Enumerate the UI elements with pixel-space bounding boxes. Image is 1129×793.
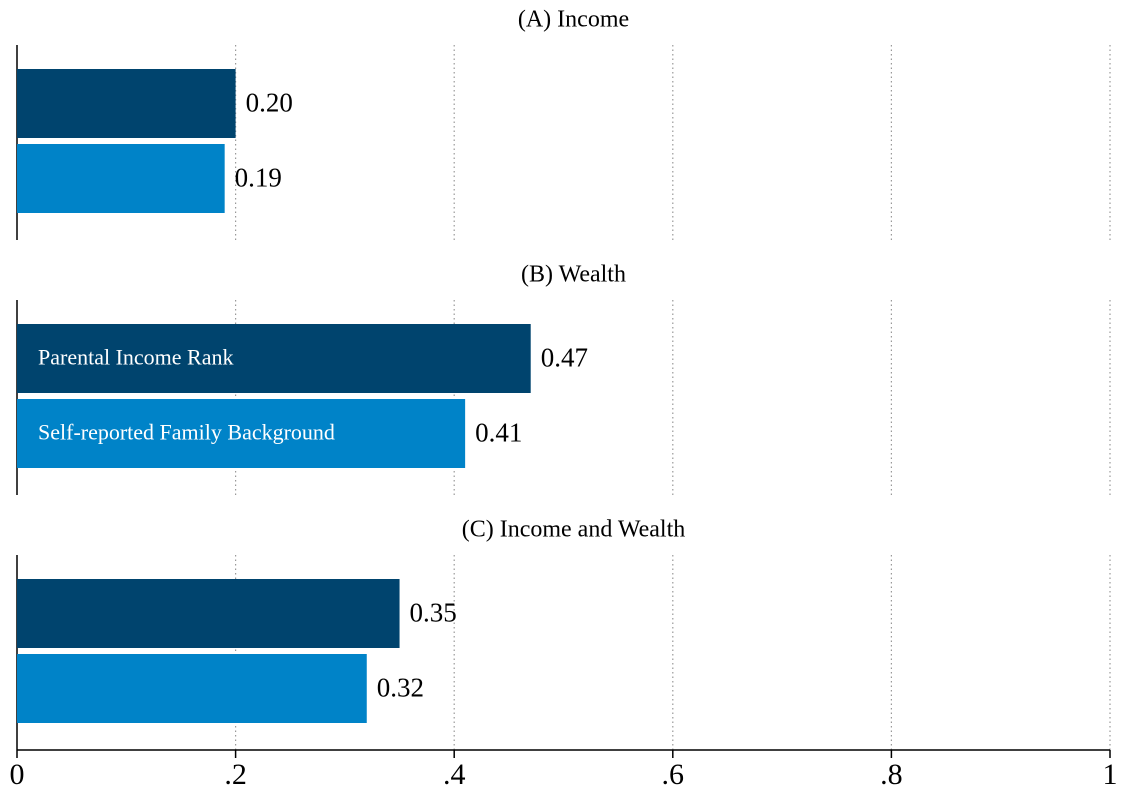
value-label: 0.19 bbox=[235, 163, 282, 193]
x-tick-label: .4 bbox=[443, 758, 466, 791]
x-tick-label: 1 bbox=[1103, 758, 1118, 791]
panel-title: (B) Wealth bbox=[521, 262, 626, 288]
bar bbox=[17, 399, 466, 468]
bar bbox=[17, 654, 367, 723]
bar bbox=[17, 69, 236, 138]
x-tick-label: .2 bbox=[224, 758, 247, 791]
panel-title: (C) Income and Wealth bbox=[462, 517, 686, 543]
series-label: Parental Income Rank bbox=[38, 345, 234, 370]
value-label: 0.35 bbox=[410, 598, 457, 628]
x-tick-label: .6 bbox=[662, 758, 685, 791]
x-tick-label: .8 bbox=[880, 758, 903, 791]
panel-title: (A) Income bbox=[518, 7, 629, 33]
value-label: 0.32 bbox=[377, 673, 424, 703]
bar bbox=[17, 579, 400, 648]
bar bbox=[17, 144, 225, 213]
value-label: 0.20 bbox=[246, 88, 293, 118]
series-label: Self-reported Family Background bbox=[38, 420, 335, 445]
value-label: 0.47 bbox=[541, 343, 588, 373]
bar bbox=[17, 324, 531, 393]
x-tick-label: 0 bbox=[10, 758, 25, 791]
value-label: 0.41 bbox=[475, 418, 522, 448]
